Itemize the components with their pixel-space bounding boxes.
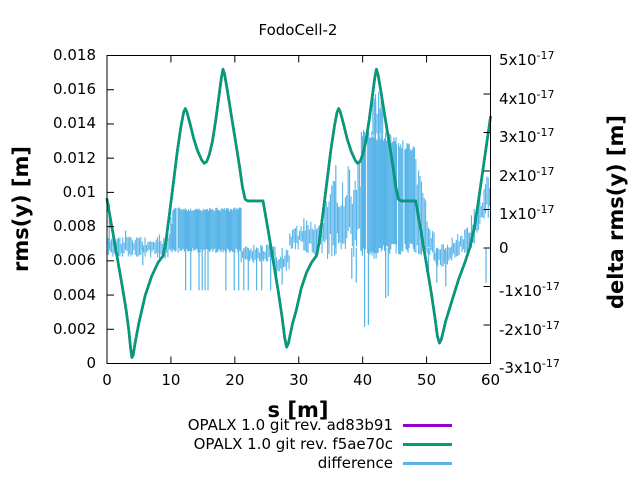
y-tick-label: 0 (86, 354, 96, 372)
y-tick-label: 0.008 (53, 217, 96, 236)
y2-tick-label: 4x10-17 (499, 87, 555, 108)
legend-label: difference (317, 454, 393, 472)
x-tick-label: 20 (225, 371, 245, 389)
y2-tick-label: 0 (499, 238, 509, 257)
y2-tick-label: 3x10-17 (499, 126, 555, 146)
y-tick-label: 0.01 (62, 182, 96, 201)
series-line-f5ae70c (105, 67, 492, 359)
y-tick-label: 0.004 (53, 285, 96, 304)
legend-label: OPALX 1.0 git rev. f5ae70c (193, 435, 393, 453)
legend-entry-f5ae70c: OPALX 1.0 git rev. f5ae70c (194, 435, 452, 453)
legend-swatch-difference (403, 461, 452, 465)
y-tick-label: 0.002 (53, 319, 96, 338)
x-tick-label: 60 (480, 371, 501, 389)
legend-swatch-ad83b91 (403, 423, 452, 427)
y-tick-label: 0.012 (53, 148, 96, 167)
legend-entry-difference: difference (318, 454, 452, 472)
chart-title: FodoCell-2 (258, 21, 338, 39)
x-tick-label: 0 (102, 371, 112, 389)
y2-tick-label: -2x10-17 (499, 318, 560, 339)
x-axis-title: s [m] (267, 398, 329, 422)
x-tick-label: 50 (417, 371, 437, 389)
y2-tick-label: -3x10-17 (499, 357, 560, 377)
y-tick-label: 0.018 (53, 46, 96, 64)
x-tick-label: 10 (161, 371, 181, 389)
y-tick-label: 0.006 (53, 251, 96, 270)
x-tick-label: 30 (289, 371, 309, 389)
y2-tick-label: 2x10-17 (499, 164, 555, 185)
y-tick-label: 0.016 (53, 80, 96, 99)
legend-swatch-f5ae70c (403, 442, 452, 446)
y-tick-label: 0.014 (53, 114, 96, 133)
y2-tick-label: 1x10-17 (499, 203, 555, 223)
plot-frame (106, 55, 491, 364)
series-line-ad83b91 (105, 67, 492, 359)
legend-label: OPALX 1.0 git rev. ad83b91 (187, 416, 393, 434)
y2-tick-label: -1x10-17 (499, 280, 560, 300)
legend-entry-ad83b91: OPALX 1.0 git rev. ad83b91 (188, 416, 452, 434)
x-tick-label: 40 (353, 371, 373, 389)
y2-tick-label: 5x10-17 (499, 49, 555, 69)
